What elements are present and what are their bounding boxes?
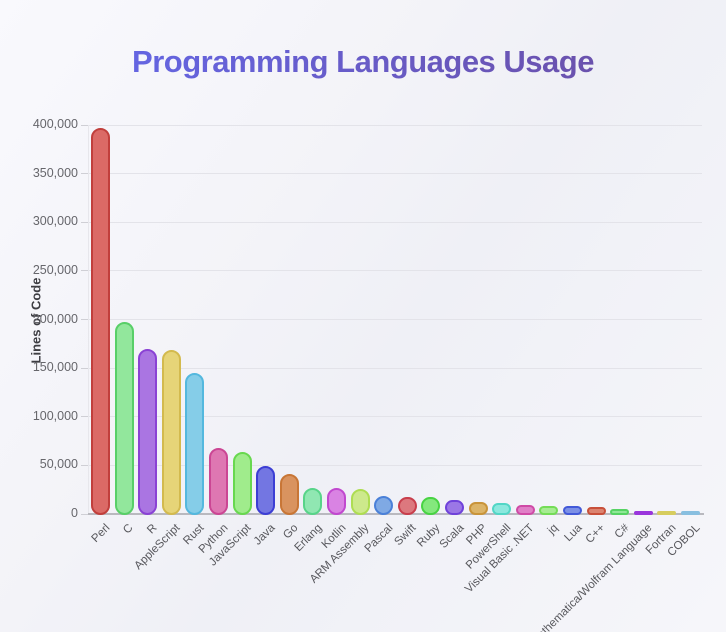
y-axis-line [88, 125, 89, 514]
y-tick-label: 200,000 [32, 311, 78, 326]
y-tick-mark [81, 416, 88, 418]
bar-fortran[interactable] [657, 511, 677, 515]
y-tick-label: 300,000 [32, 214, 78, 229]
chart-title: Programming Languages Usage [0, 44, 726, 80]
y-tick-mark [81, 464, 88, 466]
y-tick-mark [81, 319, 88, 320]
gridline [88, 464, 702, 466]
y-tick-label: 400,000 [32, 117, 78, 131]
y-tick-mark [81, 173, 88, 175]
y-tick-label: 50,000 [39, 457, 78, 472]
bar-powershell[interactable] [492, 503, 512, 515]
gridline [88, 319, 702, 320]
bar-pascal[interactable] [374, 495, 394, 515]
gridline [88, 270, 702, 272]
gridline [88, 124, 702, 126]
bar-java[interactable] [256, 466, 276, 515]
y-tick-mark [81, 124, 88, 126]
x-axis-line [88, 513, 704, 515]
y-tick-label: 250,000 [32, 262, 78, 277]
bar-javascript[interactable] [232, 451, 252, 515]
y-tick-mark [81, 513, 88, 515]
bar-perl[interactable] [91, 127, 110, 515]
gridline [88, 221, 702, 223]
bar-c[interactable] [114, 322, 134, 515]
bar-jq[interactable] [539, 505, 559, 515]
y-tick-label: 150,000 [32, 360, 78, 375]
bar-erlang[interactable] [303, 487, 323, 515]
y-tick-mark [81, 221, 88, 223]
bar-c[interactable] [586, 506, 606, 515]
bar-lua[interactable] [563, 506, 582, 515]
gridline [88, 173, 702, 175]
bar-r[interactable] [138, 348, 158, 515]
bar-swift[interactable] [397, 496, 417, 515]
bar-visual-basic-net[interactable] [515, 504, 535, 515]
bar-go[interactable] [279, 474, 299, 515]
y-tick-mark [81, 270, 88, 272]
bar-ruby[interactable] [421, 497, 441, 515]
bar-rust[interactable] [185, 373, 205, 515]
y-tick-mark [81, 367, 88, 369]
bar-c[interactable] [610, 509, 630, 515]
y-tick-label: 350,000 [32, 165, 78, 180]
bar-kotlin[interactable] [327, 488, 346, 515]
bar-mathematica-wolfram-language[interactable] [633, 511, 653, 515]
bar-cobol[interactable] [681, 511, 700, 515]
bar-applescript[interactable] [161, 349, 181, 515]
y-tick-label: 0 [71, 506, 78, 520]
gridline [88, 416, 702, 418]
gridline [88, 367, 702, 369]
y-tick-label: 100,000 [32, 408, 78, 423]
bar-php[interactable] [468, 502, 488, 515]
bar-scala[interactable] [445, 499, 464, 515]
bar-python[interactable] [209, 447, 228, 515]
bar-arm-assembly[interactable] [350, 489, 370, 515]
